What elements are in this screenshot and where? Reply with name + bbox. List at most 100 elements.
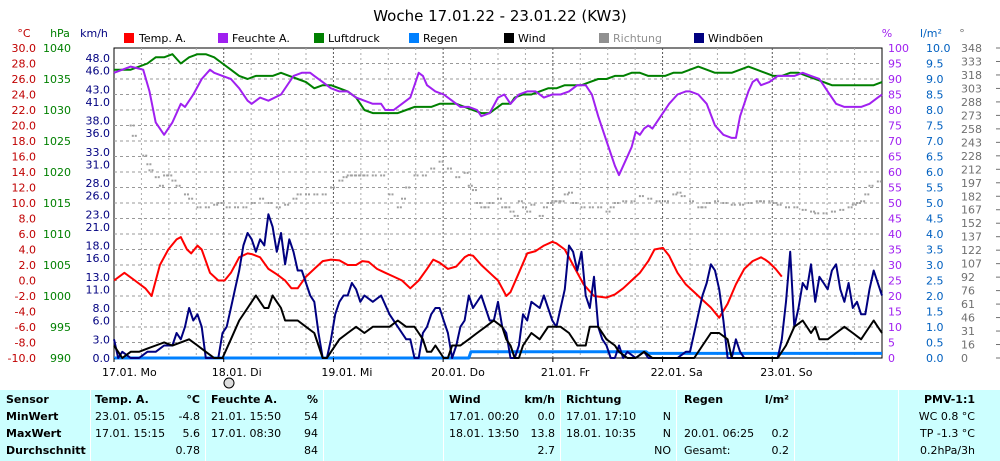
humidity-unit: % [306, 393, 318, 406]
svg-text:Regen: Regen [423, 32, 458, 45]
wind-min-value: 0.0 [537, 410, 556, 423]
direction-point [855, 202, 858, 204]
wind-header: Wind [449, 393, 481, 406]
wind-tick-label: 0.0 [93, 352, 111, 365]
temp-tick-label: -4.0 [15, 306, 36, 319]
direction-tick-label: 273 [961, 109, 982, 122]
direction-point [575, 202, 578, 204]
direction-point [817, 212, 820, 215]
direction-point [822, 212, 825, 215]
humidity-min-time: 21.01. 15:50 [211, 410, 282, 423]
direction-point [466, 171, 469, 174]
direction-tick-label: 243 [961, 136, 982, 149]
direction-point [530, 203, 533, 206]
direction-point [171, 179, 174, 182]
direction-point [513, 214, 516, 217]
direction-point [616, 202, 619, 204]
humidity-line [113, 65, 883, 177]
direction-point [488, 202, 491, 204]
direction-max-time: 18.01. 10:35 [566, 427, 637, 440]
temp-tick-label: 16.0 [12, 151, 37, 164]
direction-point [220, 202, 223, 204]
direction-point [467, 184, 470, 187]
direction-point [296, 193, 299, 196]
humidity-tick-label: 80 [888, 104, 902, 117]
direction-point [504, 206, 507, 209]
direction-tick-label: 167 [961, 204, 982, 217]
direction-point [259, 197, 262, 200]
temp-tick-label: 10.0 [12, 197, 37, 210]
svg-text:Richtung: Richtung [613, 32, 662, 45]
direction-point [559, 200, 562, 203]
direction-point [842, 208, 845, 211]
direction-tick-label: 318 [961, 69, 982, 82]
direction-point [522, 206, 525, 209]
wind-tick-label: 18.0 [86, 240, 111, 253]
direction-header: Richtung [566, 393, 622, 406]
direction-point [526, 210, 529, 213]
direction-point [570, 191, 573, 194]
direction-point [183, 193, 186, 196]
direction-point [295, 197, 298, 200]
wind-tick-label: 8.0 [93, 302, 111, 315]
temp-max-time: 17.01. 15:15 [95, 427, 166, 440]
temp-tick-label: -10.0 [8, 352, 36, 365]
direction-point [608, 210, 611, 213]
rain-header: Regen [684, 393, 724, 406]
direction-point [142, 154, 145, 157]
scroll-handle-icon[interactable] [223, 377, 235, 389]
pressure-tick-label: 1040 [43, 42, 71, 55]
direction-point [366, 174, 369, 177]
legend-item-humidity: Feuchte A. [218, 32, 290, 45]
direction-point [697, 206, 700, 209]
humidity-column: Feuchte A. % 21.01. 15:50 54 17.01. 08:3… [205, 390, 324, 461]
rain-tick-label: 2.5 [926, 275, 944, 288]
direction-point [755, 200, 758, 203]
rain-total-value: 0.2 [771, 444, 790, 457]
direction-point [321, 193, 324, 196]
direction-point [750, 202, 753, 204]
row-label-max: MaxWert [6, 427, 62, 440]
legend-item-wind: Wind [504, 32, 546, 45]
humidity-avg: 84 [304, 444, 318, 457]
direction-tick-label: 152 [961, 217, 982, 230]
temp-avg: 0.78 [175, 444, 201, 457]
direction-point [196, 206, 199, 209]
direction-point [463, 171, 466, 174]
wind-tick-label: 28.0 [86, 177, 111, 190]
direction-point [622, 200, 625, 203]
chart-title: Woche 17.01.22 - 23.01.22 (KW3) [373, 7, 627, 25]
direction-point [471, 189, 474, 192]
rain-tick-label: 3.5 [926, 244, 944, 257]
direction-point [547, 202, 550, 204]
direction-point [330, 186, 333, 189]
direction-point [154, 176, 157, 179]
direction-point [775, 202, 778, 204]
direction-point [776, 203, 779, 206]
direction-point [675, 193, 678, 196]
spacer-column-2 [794, 390, 899, 461]
direction-point [879, 180, 882, 183]
direction-point [679, 191, 682, 194]
direction-point [666, 200, 669, 203]
direction-point [558, 200, 561, 203]
temp-tick-label: 2.0 [19, 259, 37, 272]
legend-item-gust: Windböen [694, 32, 763, 45]
direction-point [359, 174, 362, 177]
direction-point [346, 174, 349, 177]
direction-point [525, 206, 528, 209]
direction-point [796, 206, 799, 209]
direction-point [851, 203, 854, 206]
humidity-tick-label: 95 [888, 58, 902, 71]
direction-tick-label: 303 [961, 82, 982, 95]
direction-point [483, 206, 486, 209]
direction-point [801, 208, 804, 211]
direction-point [772, 202, 775, 204]
direction-point [517, 200, 520, 203]
direction-point [433, 167, 436, 170]
direction-point [650, 197, 653, 200]
direction-point [876, 180, 879, 183]
direction-point [355, 174, 358, 177]
direction-point [167, 174, 170, 177]
wind-axis-unit: km/h [80, 27, 108, 40]
